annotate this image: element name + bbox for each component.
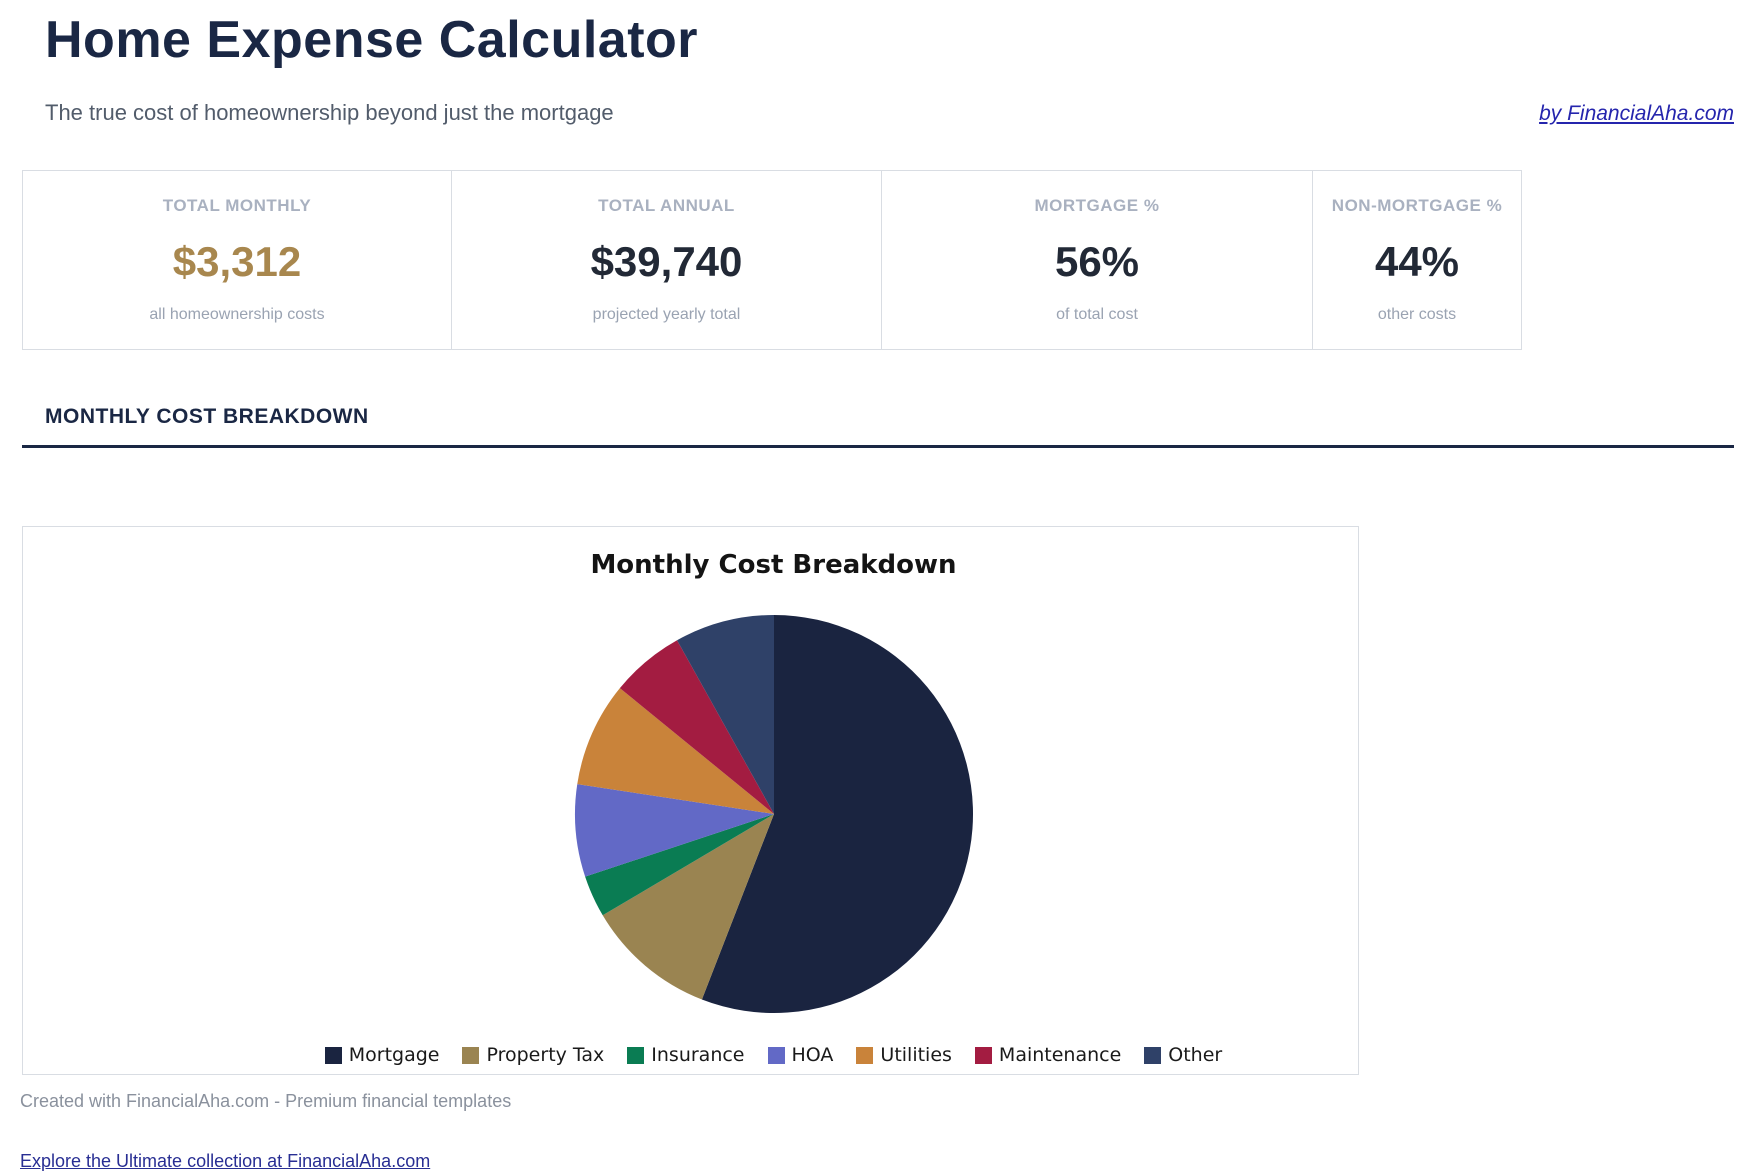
chart-legend: Mortgage Property Tax Insurance HOA Utilitie… (324, 1044, 1222, 1066)
chart-title: Monthly Cost Breakdown (590, 550, 957, 580)
legend-label: Property Tax (486, 1044, 605, 1066)
legend-swatch (1144, 1046, 1162, 1064)
legend-label: Utilities (880, 1044, 952, 1066)
stats-row: TOTAL MONTHLY $3,312 all homeownership c… (22, 170, 1756, 350)
pie-slice-maintenance (619, 640, 774, 814)
pie-slice-utilities (576, 688, 774, 814)
byline-link[interactable]: by FinancialAha.com (1539, 102, 1734, 125)
chart-card: Monthly Cost Breakdown Mortgage Property … (22, 526, 1359, 1075)
stat-value: 44% (1374, 238, 1460, 285)
stat-card-total-monthly: TOTAL MONTHLY $3,312 all homeownership c… (22, 170, 452, 350)
legend-swatch (324, 1046, 342, 1064)
legend-item: HOA (767, 1044, 834, 1066)
stat-card-mortgage-pct: MORTGAGE % 56% of total cost (882, 170, 1313, 350)
subtitle-row: The true cost of homeownership beyond ju… (45, 100, 1734, 126)
legend-item: Mortgage (324, 1044, 440, 1066)
pie-slice-insurance (584, 814, 774, 916)
legend-label: Insurance (651, 1044, 745, 1066)
legend-label: Other (1168, 1044, 1223, 1066)
pie-slice-other (676, 615, 774, 814)
footer-link[interactable]: Explore the Ultimate collection at Finan… (20, 1151, 431, 1171)
stat-card-total-annual: TOTAL ANNUAL $39,740 projected yearly to… (452, 170, 882, 350)
stat-caption: of total cost (1056, 306, 1138, 323)
section-rule (22, 445, 1734, 448)
page-subtitle: The true cost of homeownership beyond ju… (45, 100, 614, 125)
stat-caption: other costs (1377, 306, 1457, 323)
legend-item: Other (1144, 1044, 1222, 1066)
stat-value: $39,740 (590, 238, 743, 285)
legend-label: Maintenance (998, 1044, 1122, 1066)
stat-label: NON-MORTGAGE % (1331, 196, 1503, 215)
section-heading: MONTHLY COST BREAKDOWN (45, 405, 369, 428)
stat-value: $3,312 (172, 238, 302, 285)
legend-label: Mortgage (348, 1044, 440, 1066)
stat-label: TOTAL ANNUAL (598, 196, 735, 215)
pie-slice-property-tax (602, 814, 774, 1000)
stat-value: 56% (1054, 238, 1140, 285)
stat-caption: projected yearly total (592, 306, 741, 323)
footer-note: Created with FinancialAha.com - Premium … (20, 1091, 512, 1111)
legend-label: HOA (791, 1044, 834, 1066)
legend-item: Maintenance (974, 1044, 1122, 1066)
page-title: Home Expense Calculator (45, 11, 699, 69)
pie-slice-hoa (574, 784, 774, 877)
stat-card-non-mortgage-pct: NON-MORTGAGE % 44% other costs (1313, 170, 1522, 350)
stat-label: MORTGAGE % (1034, 196, 1160, 215)
legend-item: Property Tax (462, 1044, 604, 1066)
legend-swatch (627, 1046, 645, 1064)
legend-swatch (974, 1046, 992, 1064)
pie-chart (574, 615, 973, 1013)
pie-slice-mortgage (701, 615, 973, 1013)
stat-caption: all homeownership costs (149, 306, 325, 323)
stat-label: TOTAL MONTHLY (162, 196, 312, 215)
legend-item: Insurance (627, 1044, 745, 1066)
chart-figure: Monthly Cost Breakdown Mortgage Property … (106, 527, 1358, 1066)
legend-swatch (767, 1046, 785, 1064)
legend-swatch (462, 1046, 480, 1064)
legend-swatch (856, 1046, 874, 1064)
legend-item: Utilities (856, 1044, 952, 1066)
